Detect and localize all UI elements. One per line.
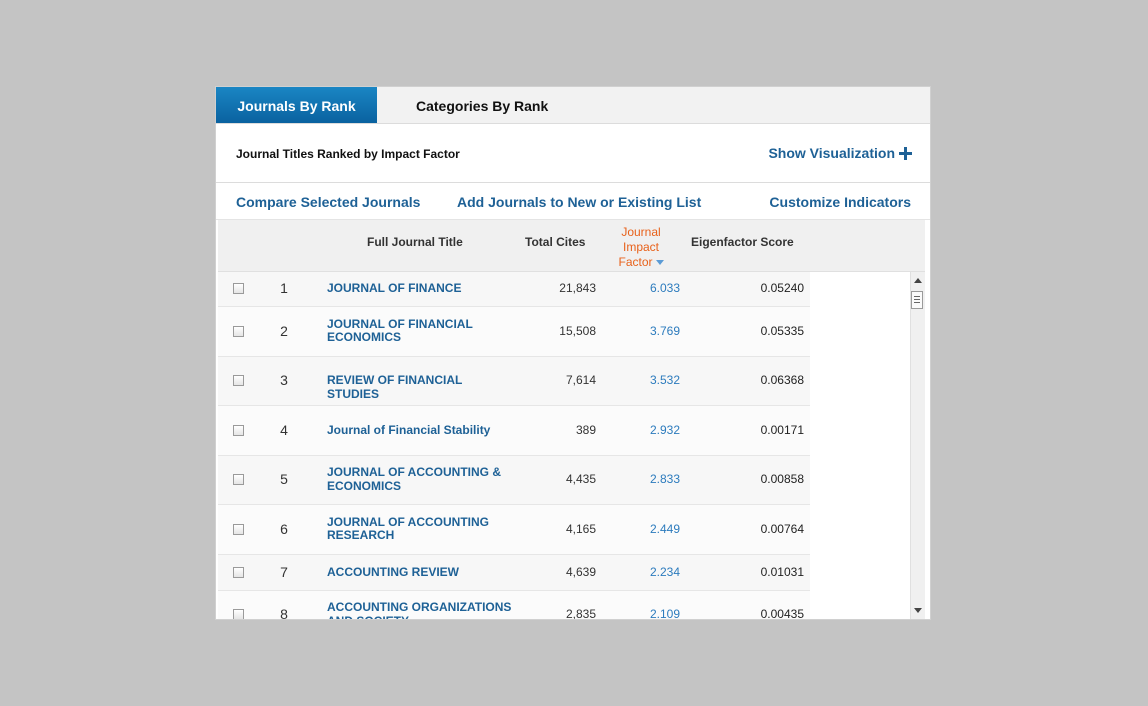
journal-title-line: ECONOMICS: [327, 478, 402, 493]
column-header-title[interactable]: Full Journal Title: [367, 235, 463, 249]
impact-factor-link[interactable]: 3.532: [649, 373, 680, 387]
impact-factor-link[interactable]: 2.932: [649, 422, 680, 437]
total-cites-value: 2,835: [565, 607, 596, 619]
column-header-eigenfactor[interactable]: Eigenfactor Score: [691, 235, 794, 249]
jif-header-line: Factor: [614, 255, 668, 270]
total-cites-value: 15,508: [559, 323, 596, 338]
scroll-up-arrow-icon[interactable]: [914, 278, 922, 283]
row-rank: 4: [280, 421, 288, 438]
journal-title-line: RESEARCH: [327, 528, 395, 542]
row-checkbox[interactable]: [233, 424, 244, 436]
row-rank: 6: [280, 520, 288, 537]
journal-title-line: ECONOMICS: [327, 330, 402, 344]
journal-title-line: JOURNAL OF FINANCIAL: [327, 316, 473, 331]
row-rank: 3: [280, 372, 288, 388]
journal-title-line: AND SOCIETY: [327, 614, 517, 619]
customize-indicators-link[interactable]: Customize Indicators: [769, 194, 911, 210]
journal-title-link[interactable]: JOURNAL OF FINANCE: [327, 281, 517, 296]
journal-title-line: ACCOUNTING REVIEW: [327, 564, 459, 579]
journal-title-line: ACCOUNTING ORGANIZATIONS: [327, 600, 512, 614]
tab-bar: Journals By Rank Categories By Rank: [216, 87, 930, 124]
total-cites-value: 4,165: [565, 521, 596, 536]
table-row: 8 ACCOUNTING ORGANIZATIONSAND SOCIETY 2,83…: [218, 591, 810, 619]
sort-descending-icon: [655, 260, 664, 266]
impact-factor-link[interactable]: 2.449: [649, 521, 680, 536]
table-header: Full Journal Title Total Cites Journal I…: [218, 220, 925, 272]
journal-title-link[interactable]: JOURNAL OF FINANCIAL ECONOMICS: [327, 316, 517, 345]
plus-icon: [899, 147, 912, 160]
eigenfactor-value: 0.06368: [760, 373, 804, 387]
journal-title-line: Journal of Financial Stability: [327, 422, 491, 437]
column-header-total-cites[interactable]: Total Cites: [525, 235, 586, 249]
journal-title-line: JOURNAL OF ACCOUNTING &: [327, 465, 501, 479]
impact-factor-link[interactable]: 6.033: [649, 281, 680, 295]
impact-factor-link[interactable]: 2.833: [649, 472, 680, 486]
scroll-down-arrow-icon[interactable]: [914, 608, 922, 613]
journal-table-body: 1 JOURNAL OF FINANCE 21,843 6.033 0.05240 2 JO…: [218, 272, 810, 619]
row-checkbox[interactable]: [233, 474, 244, 485]
journal-ranking-panel: Journals By Rank Categories By Rank Jour…: [215, 86, 931, 620]
table-row: 2 JOURNAL OF FINANCIAL ECONOMICS 15,508 3.76…: [218, 307, 810, 357]
row-checkbox[interactable]: [233, 283, 244, 294]
journal-title-link[interactable]: ACCOUNTING ORGANIZATIONSAND SOCIETY: [327, 600, 517, 619]
show-visualization-button[interactable]: Show Visualization: [768, 145, 912, 161]
total-cites-value: 389: [575, 422, 596, 437]
eigenfactor-value: 0.05335: [760, 323, 804, 338]
compare-selected-journals-link[interactable]: Compare Selected Journals: [236, 194, 421, 210]
total-cites-value: 21,843: [559, 281, 596, 295]
action-bar: Compare Selected Journals Add Journals t…: [216, 183, 930, 219]
eigenfactor-value: 0.00435: [760, 607, 804, 619]
journal-title-link[interactable]: ACCOUNTING REVIEW: [327, 564, 517, 580]
table-row: 5 JOURNAL OF ACCOUNTING & ECONOMICS 4,435 2.…: [218, 456, 810, 505]
row-checkbox[interactable]: [233, 325, 244, 337]
row-checkbox[interactable]: [233, 375, 244, 386]
row-checkbox[interactable]: [233, 609, 244, 619]
impact-factor-link[interactable]: 2.109: [649, 607, 680, 619]
total-cites-value: 4,639: [565, 564, 596, 579]
table-row: 6 JOURNAL OF ACCOUNTING RESEARCH 4,165 2.449…: [218, 505, 810, 555]
tab-journals-by-rank[interactable]: Journals By Rank: [216, 87, 377, 123]
impact-factor-link[interactable]: 2.234: [649, 564, 680, 579]
eigenfactor-value: 0.00171: [760, 422, 804, 437]
impact-factor-link[interactable]: 3.769: [649, 323, 680, 338]
page-subtitle: Journal Titles Ranked by Impact Factor: [236, 147, 460, 161]
table-row: 4 Journal of Financial Stability 389 2.932 0…: [218, 406, 810, 456]
table-scrollbar[interactable]: [910, 272, 925, 619]
journal-title-line: REVIEW OF FINANCIAL STUDIES: [327, 373, 463, 401]
scroll-thumb[interactable]: [911, 291, 923, 309]
row-rank: 8: [280, 606, 288, 619]
table-row: 1 JOURNAL OF FINANCE 21,843 6.033 0.05240: [218, 272, 810, 307]
journal-title-link[interactable]: JOURNAL OF ACCOUNTING RESEARCH: [327, 514, 517, 543]
row-checkbox[interactable]: [233, 566, 244, 578]
row-rank: 5: [280, 471, 288, 487]
row-rank: 1: [280, 280, 288, 296]
eigenfactor-value: 0.01031: [760, 564, 804, 579]
tab-categories-by-rank[interactable]: Categories By Rank: [416, 98, 549, 114]
table-row: 3 REVIEW OF FINANCIAL STUDIES 7,614 3.532 0.…: [218, 357, 810, 406]
divider: [216, 182, 930, 183]
journal-title-link[interactable]: REVIEW OF FINANCIAL STUDIES: [327, 373, 517, 401]
row-checkbox[interactable]: [233, 523, 244, 535]
table-row: 7 ACCOUNTING REVIEW 4,639 2.234 0.01031: [218, 555, 810, 591]
total-cites-value: 4,435: [565, 472, 596, 486]
show-visualization-label: Show Visualization: [768, 145, 895, 161]
journal-title-line: JOURNAL OF FINANCE: [327, 281, 462, 295]
column-header-journal-impact-factor[interactable]: Journal Impact Factor: [614, 225, 668, 270]
divider: [216, 219, 930, 220]
eigenfactor-value: 0.00764: [760, 521, 804, 536]
row-rank: 7: [280, 563, 288, 580]
jif-header-line: Journal: [621, 225, 661, 239]
eigenfactor-value: 0.05240: [760, 281, 804, 295]
journal-title-link[interactable]: Journal of Financial Stability: [327, 422, 517, 438]
add-journals-to-list-link[interactable]: Add Journals to New or Existing List: [457, 194, 702, 210]
journal-title-link[interactable]: JOURNAL OF ACCOUNTING & ECONOMICS: [327, 465, 517, 493]
row-rank: 2: [280, 322, 288, 339]
total-cites-value: 7,614: [565, 373, 596, 387]
eigenfactor-value: 0.00858: [760, 472, 804, 486]
journal-title-line: JOURNAL OF ACCOUNTING: [327, 514, 489, 529]
jif-header-line: Impact: [622, 240, 659, 254]
